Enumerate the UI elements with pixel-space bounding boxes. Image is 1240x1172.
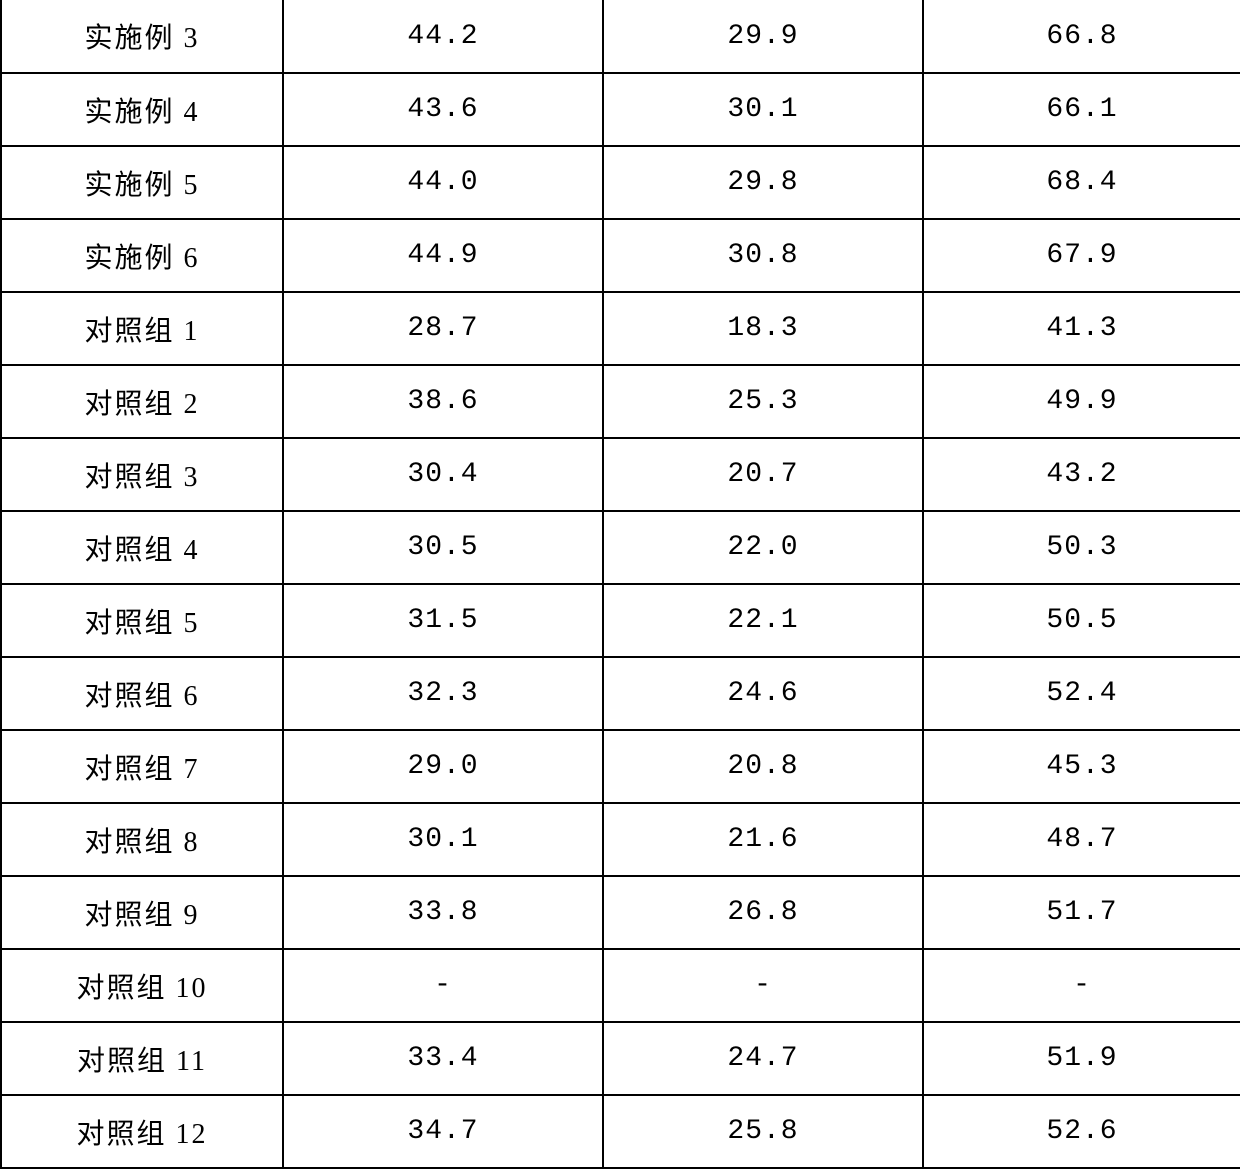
cell-value: 44.9 [283, 219, 603, 292]
cell-value: 44.2 [283, 0, 603, 73]
cell-value: - [283, 949, 603, 1022]
table-row: 对照组 11 33.4 24.7 51.9 [1, 1022, 1240, 1095]
table-row: 实施例 3 44.2 29.9 66.8 [1, 0, 1240, 73]
row-label: 对照组 10 [1, 949, 283, 1022]
cell-value: 43.2 [923, 438, 1240, 511]
table-row: 实施例 6 44.9 30.8 67.9 [1, 219, 1240, 292]
table-row: 对照组 3 30.4 20.7 43.2 [1, 438, 1240, 511]
cell-value: - [603, 949, 923, 1022]
cell-value: 67.9 [923, 219, 1240, 292]
table-row: 对照组 4 30.5 22.0 50.3 [1, 511, 1240, 584]
cell-value: 34.7 [283, 1095, 603, 1168]
table-row: 对照组 10 - - - [1, 949, 1240, 1022]
cell-value: 51.7 [923, 876, 1240, 949]
cell-value: 52.6 [923, 1095, 1240, 1168]
row-label: 对照组 11 [1, 1022, 283, 1095]
cell-value: 51.9 [923, 1022, 1240, 1095]
cell-value: 31.5 [283, 584, 603, 657]
table-row: 对照组 8 30.1 21.6 48.7 [1, 803, 1240, 876]
cell-value: 29.8 [603, 146, 923, 219]
row-label: 对照组 6 [1, 657, 283, 730]
cell-value: 66.1 [923, 73, 1240, 146]
table-row: 对照组 1 28.7 18.3 41.3 [1, 292, 1240, 365]
cell-value: 52.4 [923, 657, 1240, 730]
cell-value: 45.3 [923, 730, 1240, 803]
table-row: 对照组 6 32.3 24.6 52.4 [1, 657, 1240, 730]
cell-value: 32.3 [283, 657, 603, 730]
row-label: 对照组 9 [1, 876, 283, 949]
cell-value: 68.4 [923, 146, 1240, 219]
cell-value: 30.5 [283, 511, 603, 584]
table-row: 对照组 9 33.8 26.8 51.7 [1, 876, 1240, 949]
cell-value: 50.5 [923, 584, 1240, 657]
table-row: 实施例 5 44.0 29.8 68.4 [1, 146, 1240, 219]
table-row: 实施例 4 43.6 30.1 66.1 [1, 73, 1240, 146]
table-row: 对照组 7 29.0 20.8 45.3 [1, 730, 1240, 803]
row-label: 对照组 3 [1, 438, 283, 511]
cell-value: 43.6 [283, 73, 603, 146]
cell-value: 48.7 [923, 803, 1240, 876]
cell-value: 20.8 [603, 730, 923, 803]
cell-value: 30.4 [283, 438, 603, 511]
cell-value: 21.6 [603, 803, 923, 876]
table-body: 实施例 3 44.2 29.9 66.8 实施例 4 43.6 30.1 66.… [1, 0, 1240, 1168]
cell-value: 29.9 [603, 0, 923, 73]
cell-value: 30.1 [283, 803, 603, 876]
cell-value: 24.6 [603, 657, 923, 730]
cell-value: 20.7 [603, 438, 923, 511]
cell-value: 25.3 [603, 365, 923, 438]
row-label: 对照组 4 [1, 511, 283, 584]
row-label: 对照组 2 [1, 365, 283, 438]
row-label: 对照组 12 [1, 1095, 283, 1168]
cell-value: 66.8 [923, 0, 1240, 73]
cell-value: - [923, 949, 1240, 1022]
cell-value: 25.8 [603, 1095, 923, 1168]
cell-value: 22.1 [603, 584, 923, 657]
row-label: 对照组 8 [1, 803, 283, 876]
cell-value: 49.9 [923, 365, 1240, 438]
row-label: 实施例 6 [1, 219, 283, 292]
cell-value: 33.8 [283, 876, 603, 949]
row-label: 实施例 5 [1, 146, 283, 219]
cell-value: 29.0 [283, 730, 603, 803]
row-label: 实施例 3 [1, 0, 283, 73]
cell-value: 28.7 [283, 292, 603, 365]
row-label: 实施例 4 [1, 73, 283, 146]
row-label: 对照组 7 [1, 730, 283, 803]
cell-value: 50.3 [923, 511, 1240, 584]
row-label: 对照组 1 [1, 292, 283, 365]
table-row: 对照组 5 31.5 22.1 50.5 [1, 584, 1240, 657]
cell-value: 18.3 [603, 292, 923, 365]
cell-value: 38.6 [283, 365, 603, 438]
cell-value: 30.1 [603, 73, 923, 146]
cell-value: 26.8 [603, 876, 923, 949]
data-table: 实施例 3 44.2 29.9 66.8 实施例 4 43.6 30.1 66.… [0, 0, 1240, 1169]
cell-value: 22.0 [603, 511, 923, 584]
cell-value: 41.3 [923, 292, 1240, 365]
cell-value: 33.4 [283, 1022, 603, 1095]
cell-value: 30.8 [603, 219, 923, 292]
cell-value: 44.0 [283, 146, 603, 219]
cell-value: 24.7 [603, 1022, 923, 1095]
table-row: 对照组 2 38.6 25.3 49.9 [1, 365, 1240, 438]
table-row: 对照组 12 34.7 25.8 52.6 [1, 1095, 1240, 1168]
row-label: 对照组 5 [1, 584, 283, 657]
